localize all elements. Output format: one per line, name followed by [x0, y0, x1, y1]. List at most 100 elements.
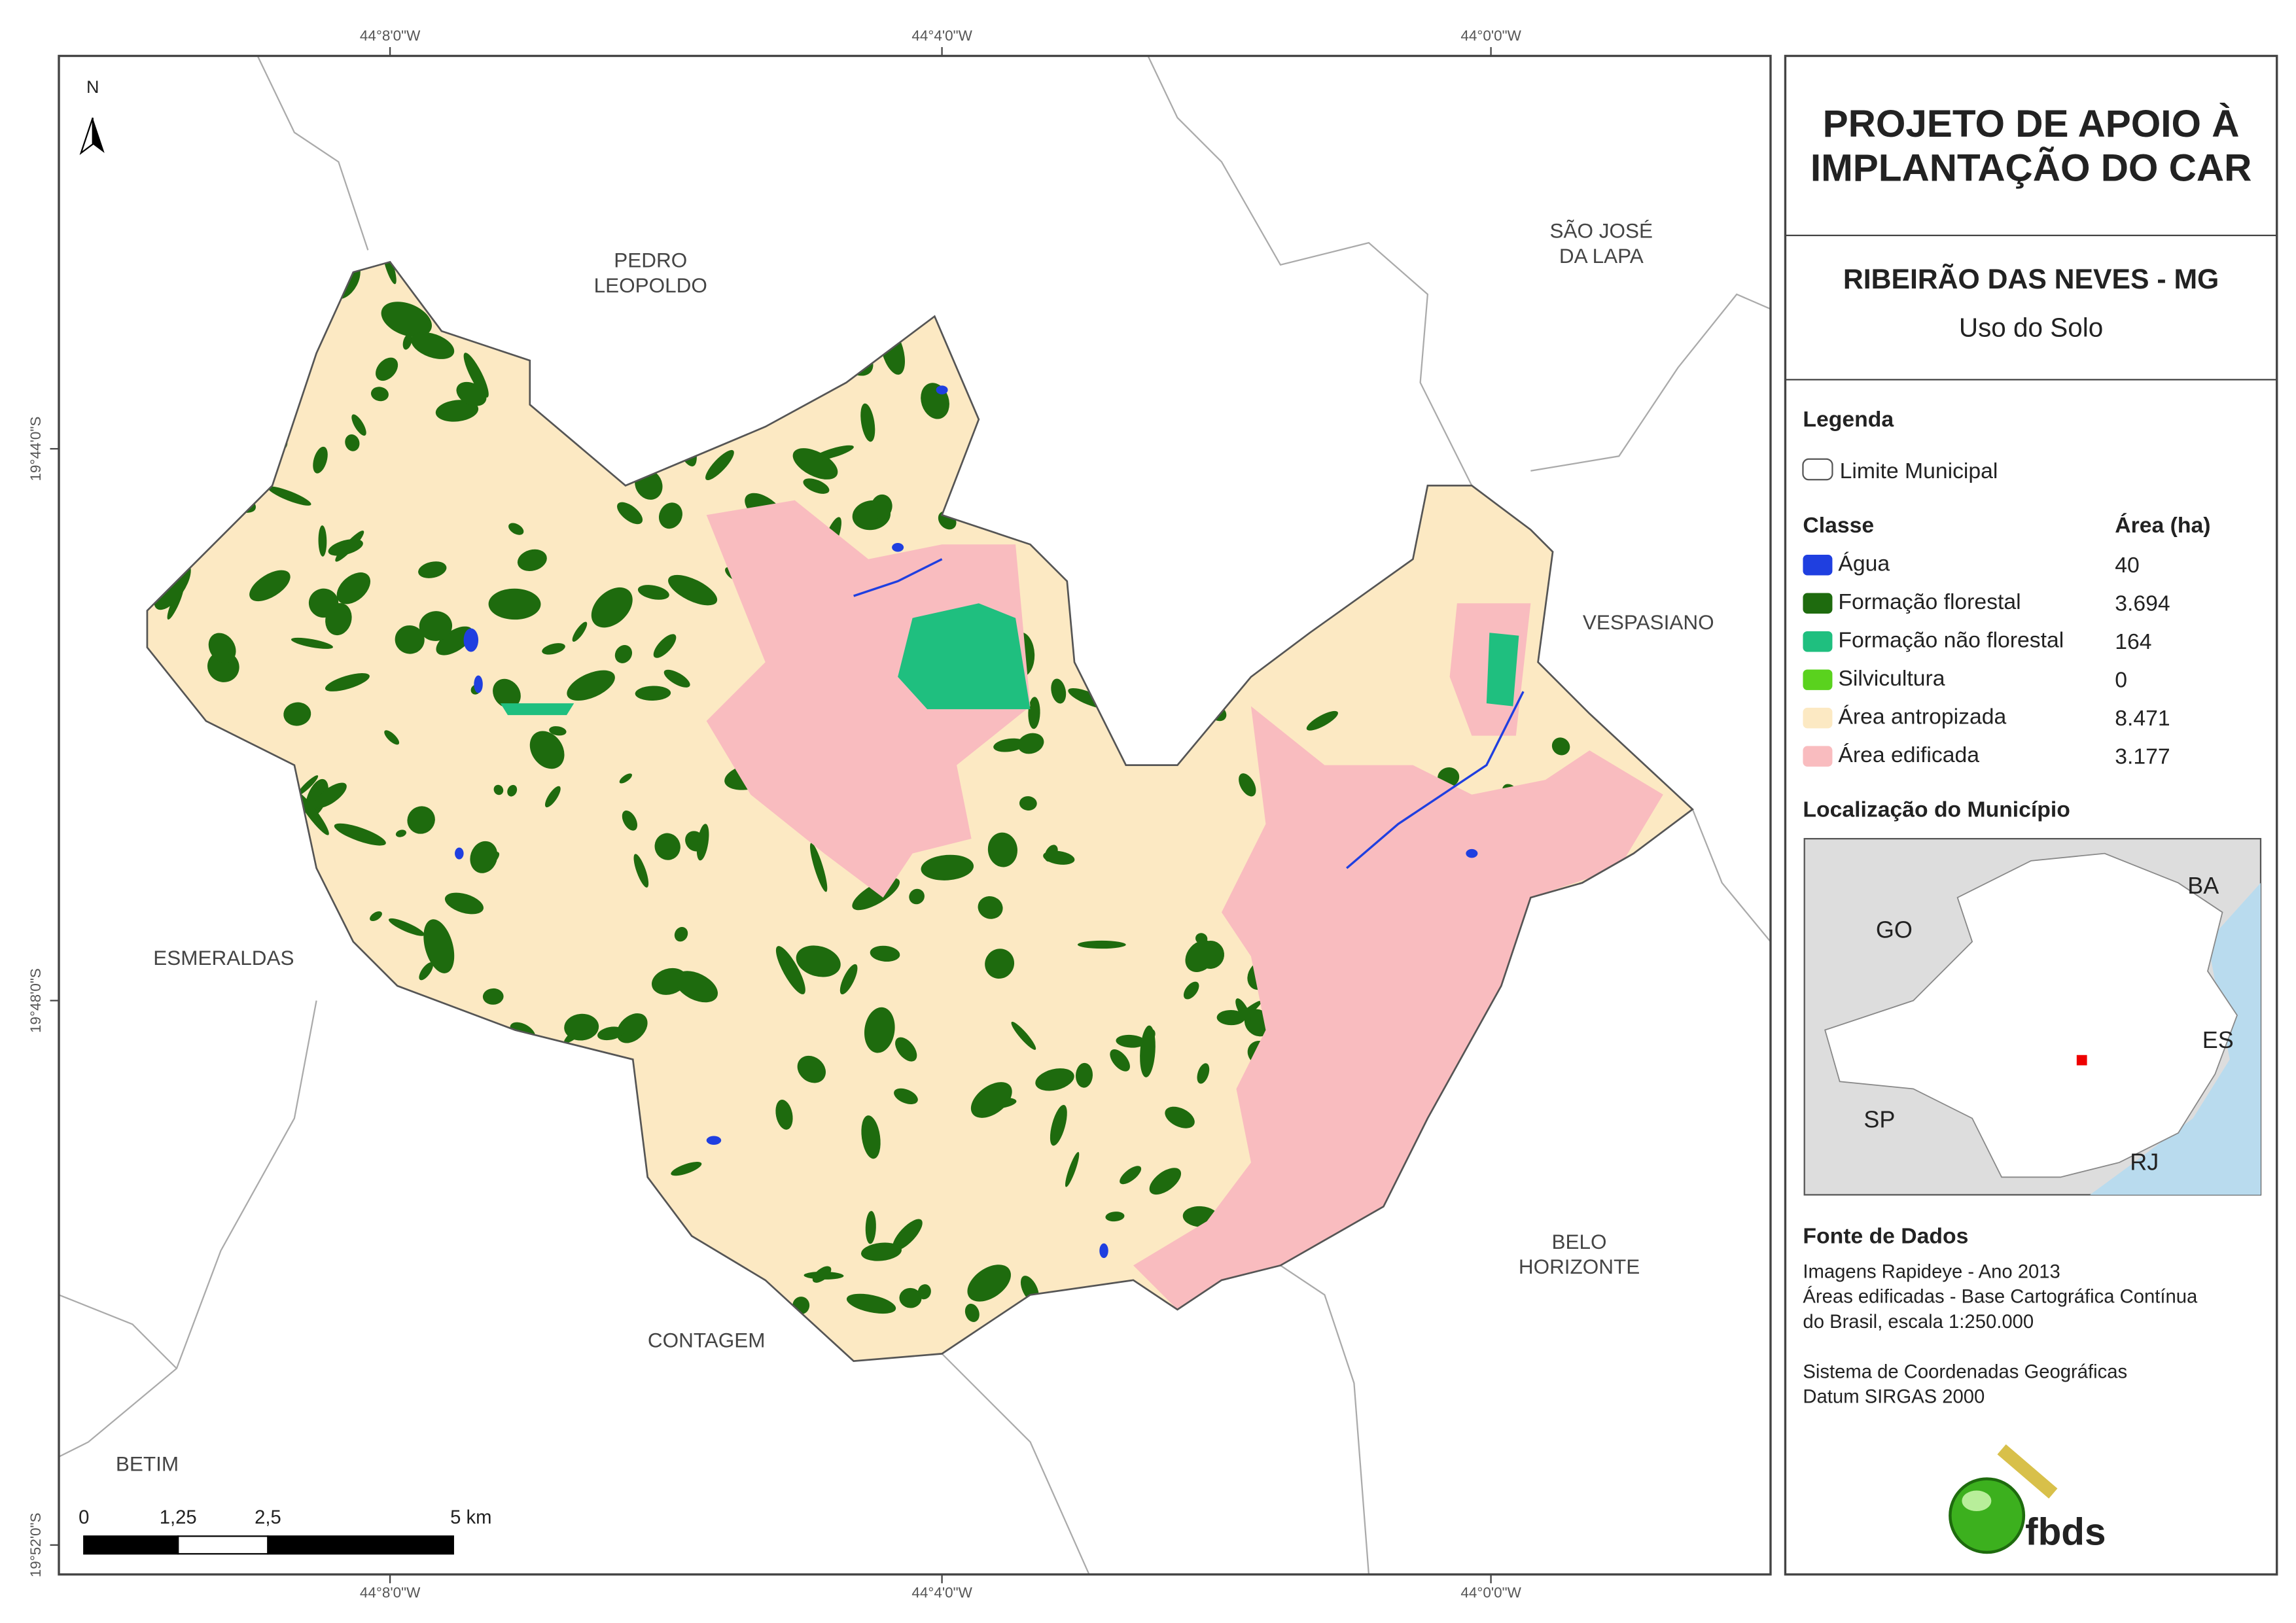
class-name: Área edificada [1838, 742, 1979, 767]
forest-patch [1011, 1021, 1036, 1050]
boundary-swatch [1802, 458, 1833, 481]
logo [1949, 1444, 2058, 1554]
forest-patch [1019, 796, 1037, 811]
forest-patch [1120, 1166, 1142, 1185]
forest-patch [334, 823, 386, 846]
forest-patch [1551, 737, 1570, 756]
forest-patch [382, 262, 397, 285]
forest-patch [508, 523, 524, 535]
class-area: 3.177 [2115, 744, 2170, 769]
forest-patch [899, 1287, 922, 1308]
source-line: do Brasil, escala 1:250.000 [1803, 1312, 2034, 1333]
forest-patch [846, 1293, 896, 1314]
source-line: Imagens Rapideye - Ano 2013 [1803, 1261, 2060, 1282]
forest-patch [812, 1266, 832, 1283]
forest-patch [674, 926, 688, 942]
forest-patch [1065, 1151, 1080, 1187]
place-label: DA LAPA [1559, 244, 1644, 268]
source-line: Sistema de Coordenadas Geográficas [1803, 1361, 2127, 1382]
forest-patch [419, 611, 453, 641]
forest-patch [871, 494, 892, 519]
forest-patch [388, 918, 425, 936]
legend-swatch [1803, 746, 1833, 767]
legend-swatch [1803, 593, 1833, 614]
scale-label: 1,25 [160, 1507, 197, 1528]
built-area [706, 500, 1031, 898]
forest-patch [658, 502, 682, 529]
forest-patch [268, 486, 311, 506]
forest-patch [517, 549, 547, 572]
forest-patch [637, 585, 669, 600]
forest-patch [542, 643, 565, 655]
forest-patch [564, 1013, 599, 1041]
place-label: BETIM [116, 1452, 179, 1476]
forest-patch [861, 1115, 881, 1159]
forest-patch [381, 302, 433, 338]
forest-patch [635, 686, 671, 701]
forest-patch [572, 621, 588, 642]
forest-patch [591, 587, 633, 628]
forest-patch [894, 1088, 918, 1104]
source-line: Áreas edificadas - Base Cartográfica Con… [1803, 1286, 2198, 1308]
forest-patch [796, 945, 841, 977]
forest-patch [803, 478, 830, 494]
forest-patch [964, 1303, 980, 1322]
forest-patch [813, 445, 854, 461]
sources-title: Fonte de Dados [1803, 1224, 1968, 1249]
forest-patch [1028, 697, 1040, 729]
forest-patch [351, 414, 366, 436]
coordinate-label: 44°4'0"W [911, 27, 972, 44]
state-label: GO [1876, 916, 1913, 943]
place-label: BELO [1552, 1230, 1607, 1253]
forest-patch [775, 1099, 793, 1130]
class-area: 3.694 [2115, 591, 2170, 616]
forest-patch [314, 782, 347, 809]
logo-text: fbds [2025, 1510, 2106, 1553]
scale-label: 2,5 [255, 1507, 281, 1528]
forest-patch [864, 1007, 895, 1053]
forest-patch [419, 962, 434, 981]
state-label: SP [1863, 1106, 1895, 1132]
forest-patch [671, 1162, 702, 1176]
forest-patch [418, 561, 447, 578]
forest-patch [810, 843, 828, 892]
forest-patch [436, 626, 473, 655]
forest-patch [622, 811, 638, 831]
forest-patch [1165, 1106, 1195, 1128]
forest-patch [921, 854, 974, 881]
location-inset [1803, 837, 2262, 1196]
forest-patch [792, 448, 838, 480]
forest-patch [370, 911, 382, 922]
non-forest [1486, 633, 1519, 707]
forest-patch [549, 726, 567, 736]
forest-patch [493, 784, 504, 795]
forest-patch [291, 637, 333, 649]
state-label: RJ [2130, 1149, 2159, 1176]
place-label: PEDRO [614, 249, 687, 272]
legend-swatch [1803, 554, 1833, 576]
forest-patch [1077, 940, 1126, 949]
water-body [892, 542, 904, 552]
non-forest [898, 603, 1031, 710]
coordinate-label: 44°4'0"W [911, 1584, 972, 1601]
forest-patch [978, 896, 1003, 919]
forest-patch [797, 1055, 826, 1083]
forest-patch [1149, 1168, 1182, 1195]
map-frame [58, 54, 1772, 1576]
forest-patch [482, 988, 504, 1005]
legend-boundary: Limite Municipal [1840, 459, 1998, 483]
water-body [463, 628, 479, 652]
forest-patch [1195, 933, 1208, 945]
non-forest [500, 703, 574, 716]
state-label: ES [2202, 1026, 2234, 1053]
water-body [474, 675, 483, 693]
forest-patch [295, 792, 329, 835]
info-panel [1784, 54, 2278, 1576]
class-name: Silvicultura [1838, 666, 1945, 691]
class-name: Área antropizada [1838, 705, 2006, 729]
water-body [1099, 1243, 1108, 1259]
place-label: HORIZONTE [1519, 1255, 1640, 1278]
forest-patch [617, 502, 643, 525]
forest-patch [488, 588, 541, 620]
forest-patch [597, 1026, 624, 1041]
